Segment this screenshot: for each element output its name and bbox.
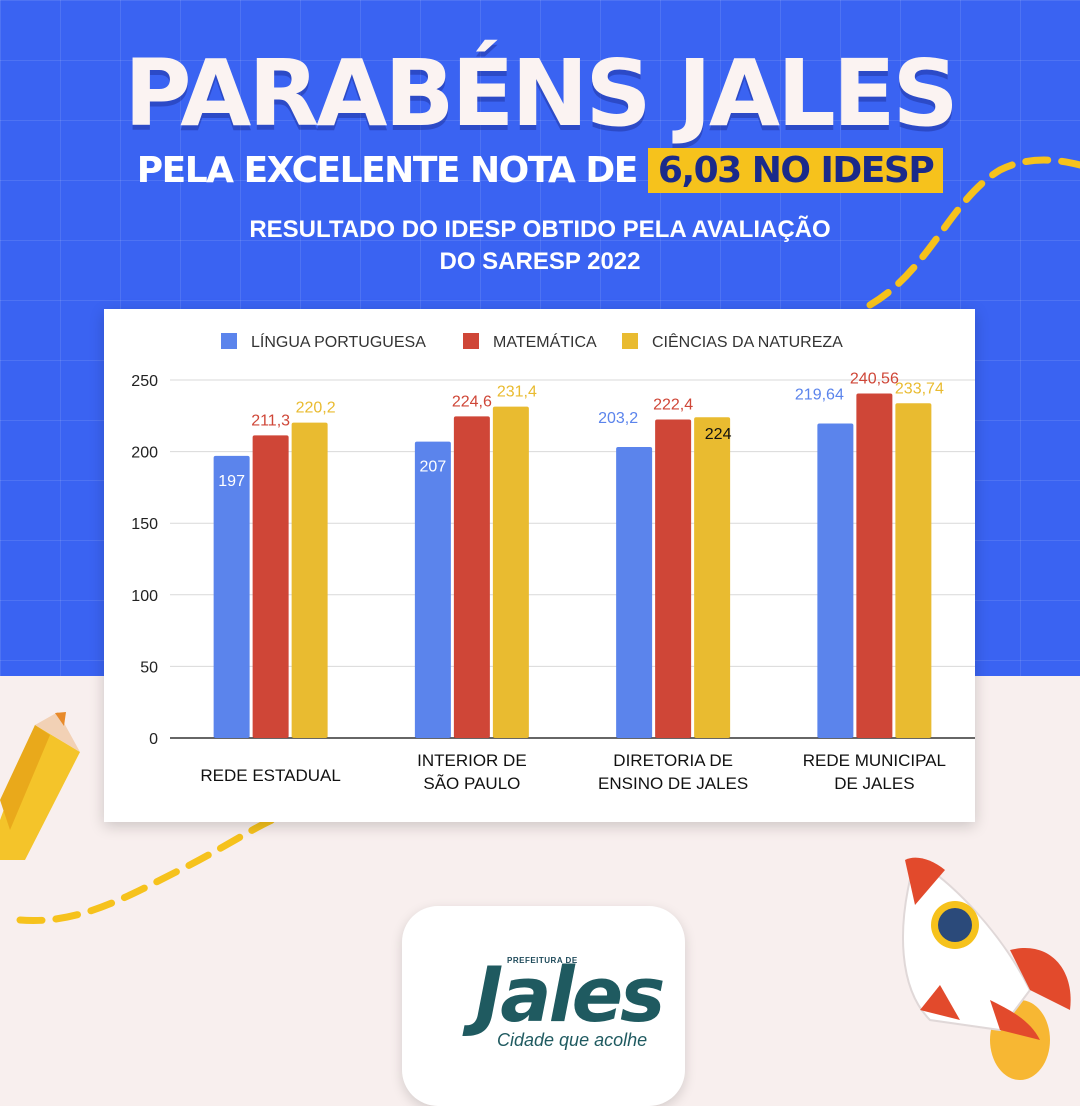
legend-label: MATEMÁTICA	[493, 332, 597, 351]
subline: PELA EXCELENTE NOTA DE 6,03 NO IDESP	[0, 148, 1080, 193]
y-tick-label: 100	[131, 588, 158, 605]
y-tick-label: 50	[140, 659, 158, 676]
logo-name: Jales	[475, 950, 665, 1039]
decorations	[0, 156, 1080, 1080]
legend-swatch	[463, 333, 479, 349]
y-tick-label: 200	[131, 445, 158, 462]
headline: PARABÉNS JALES	[124, 40, 959, 147]
data-label: 203,2	[598, 410, 638, 427]
bar	[694, 417, 731, 738]
note-line-2-prefix: DO	[439, 248, 483, 275]
bar	[453, 416, 490, 738]
bar	[492, 406, 529, 738]
data-label: 207	[420, 459, 447, 476]
bar	[414, 441, 451, 738]
chart-card: 0 50 100 150 200 250 LÍNGUA PORTUGUESA MATEMÁTI…	[104, 309, 975, 822]
logo-prefix: PREFEITURA DE	[507, 956, 578, 965]
data-label: 220,2	[296, 400, 336, 417]
y-tick-label: 150	[131, 516, 158, 533]
bar	[895, 403, 932, 738]
rocket-icon	[902, 857, 1071, 1080]
x-tick-label: REDE ESTADUAL	[200, 766, 340, 785]
x-tick-label: DE JALES	[834, 774, 914, 793]
pencil-icon	[0, 712, 80, 860]
legend-swatch	[622, 333, 638, 349]
bar	[291, 422, 328, 738]
legend-label: LÍNGUA PORTUGUESA	[251, 332, 426, 351]
data-label: 222,4	[653, 397, 693, 414]
data-label: 219,64	[795, 386, 844, 403]
bar	[856, 393, 893, 738]
bar	[817, 423, 854, 738]
data-label: 231,4	[497, 384, 537, 401]
bar	[616, 447, 653, 738]
bar	[655, 419, 692, 738]
bar	[252, 435, 289, 738]
note-line-1: RESULTADO DO IDESP OBTIDO PELA AVALIAÇÃO	[249, 216, 831, 243]
subtitle-note: RESULTADO DO IDESP OBTIDO PELA AVALIAÇÃO…	[0, 214, 1080, 278]
x-tick-label: SÃO PAULO	[423, 774, 520, 793]
note-line-2-bold: SARESP 2022	[482, 248, 641, 275]
logo-tagline: Cidade que acolhe	[497, 1030, 648, 1050]
y-tick-label: 0	[149, 731, 158, 748]
note-line-2: DO SARESP 2022	[0, 246, 1080, 278]
legend-label: CIÊNCIAS DA NATUREZA	[652, 332, 843, 351]
x-tick-label: INTERIOR DE	[417, 751, 527, 770]
x-tick-label: ENSINO DE JALES	[598, 774, 748, 793]
data-label: 233,74	[895, 380, 944, 397]
score-highlight: 6,03 NO IDESP	[647, 148, 944, 193]
data-label: 224	[705, 426, 732, 443]
y-tick-label: 250	[131, 373, 158, 390]
data-label: 224,6	[452, 393, 492, 410]
data-label: 240,56	[850, 371, 899, 388]
x-tick-label: REDE MUNICIPAL	[803, 751, 946, 770]
x-tick-label: DIRETORIA DE	[613, 751, 733, 770]
legend-swatch	[221, 333, 237, 349]
data-label: 197	[218, 473, 245, 490]
logo-card	[402, 906, 685, 1106]
subline-prefix: PELA EXCELENTE NOTA DE	[136, 150, 639, 191]
data-label: 211,3	[251, 412, 290, 429]
bar	[213, 455, 250, 738]
bar-chart: 0 50 100 150 200 250 LÍNGUA PORTUGUESA MATEMÁTI…	[131, 332, 975, 793]
